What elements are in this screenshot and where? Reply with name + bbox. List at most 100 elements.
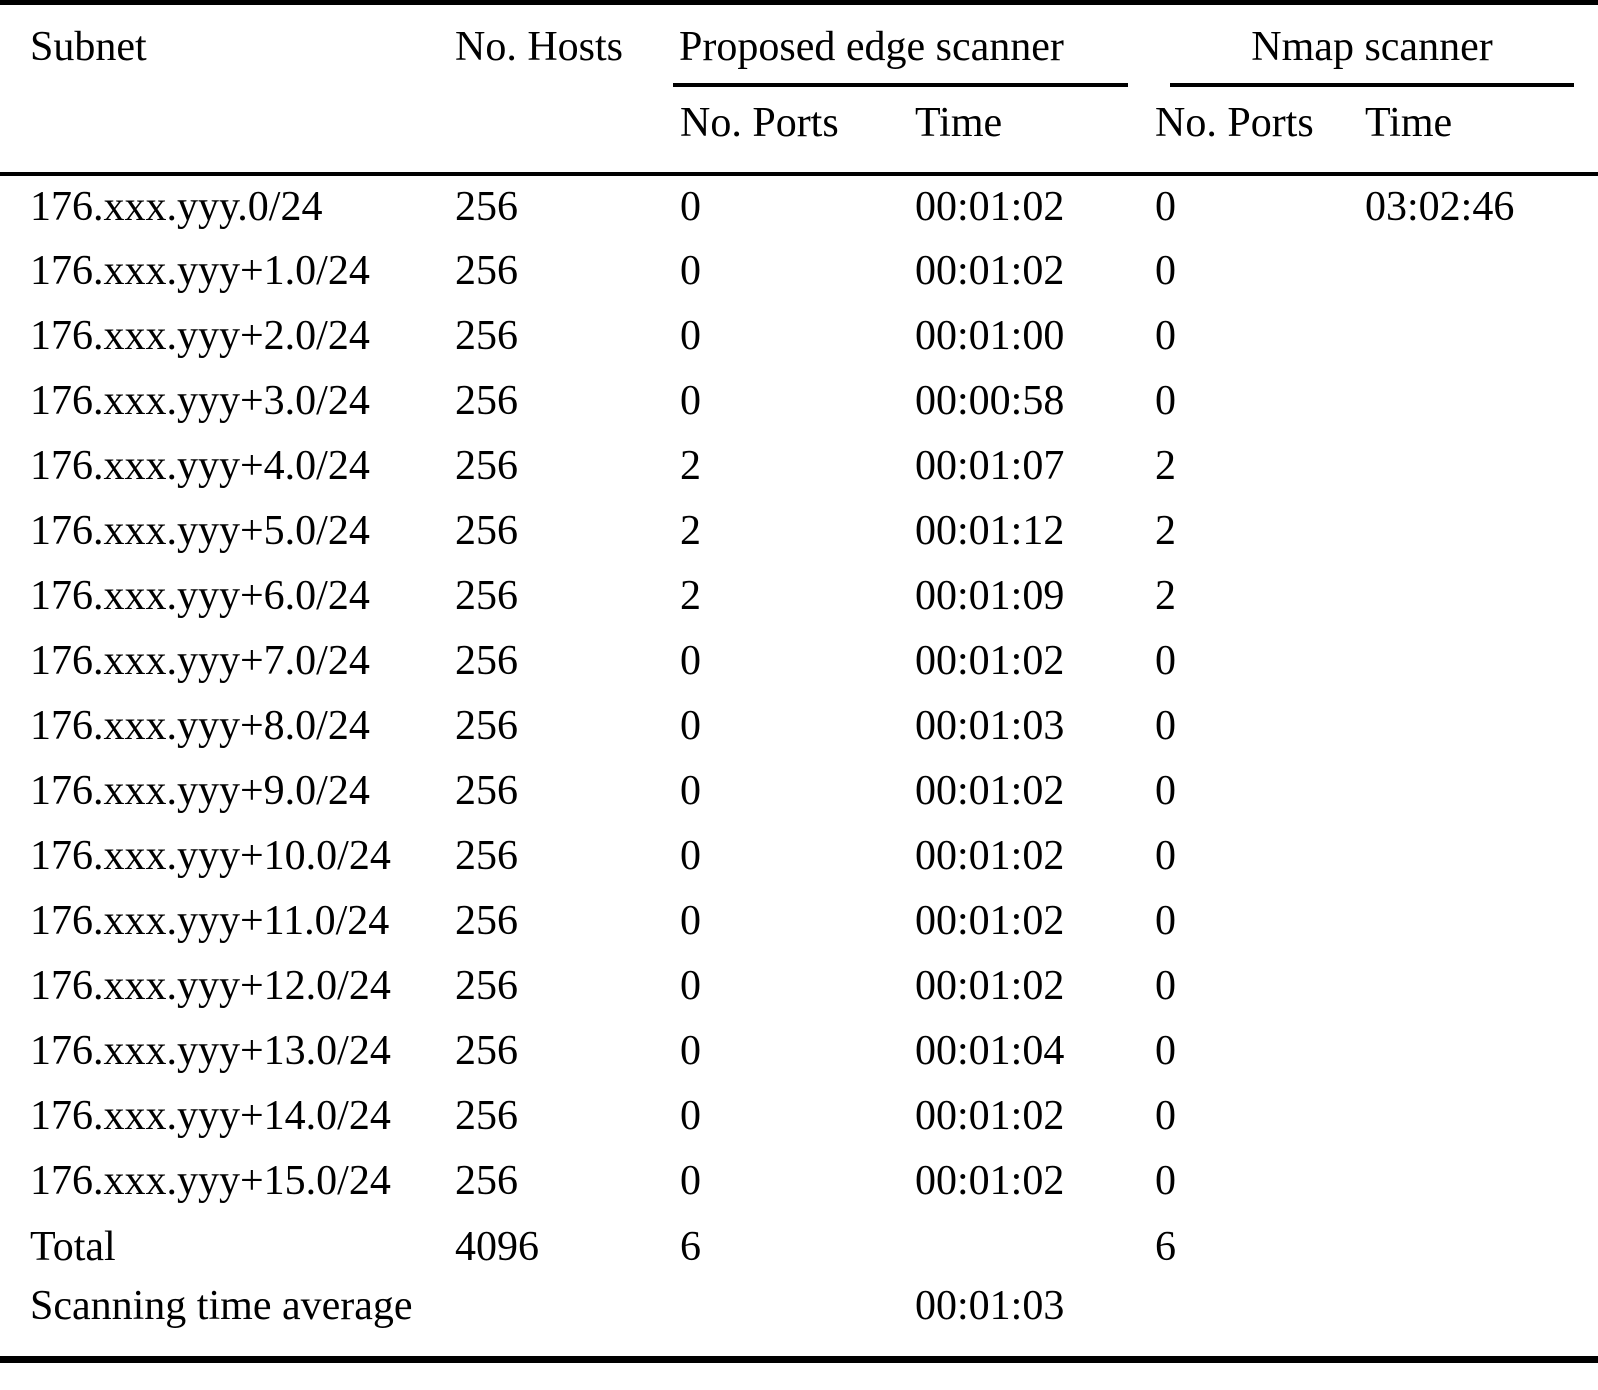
table-row: 176.xxx.yyy+15.0/24 256 0 00:01:02 0 bbox=[0, 1149, 1598, 1214]
col-header-hosts: No. Hosts bbox=[455, 2, 680, 176]
cell-proposed-ports: 0 bbox=[680, 897, 701, 944]
group-header-nmap: Nmap scanner bbox=[1155, 3, 1598, 88]
cell-proposed-ports: 0 bbox=[680, 1027, 701, 1074]
cell-hosts: 256 bbox=[455, 897, 518, 944]
col-header-nmap-time: Time bbox=[1365, 87, 1598, 176]
cell-hosts: 256 bbox=[455, 377, 518, 424]
cell-hosts: 256 bbox=[455, 962, 518, 1009]
cell-hosts: 256 bbox=[455, 247, 518, 294]
cell-proposed-time: 00:01:02 bbox=[915, 637, 1065, 684]
table-row: 176.xxx.yyy+13.0/24 256 0 00:01:04 0 bbox=[0, 1019, 1598, 1084]
average-proposed-time: 00:01:03 bbox=[915, 1282, 1065, 1329]
cell-nmap-ports: 0 bbox=[1155, 702, 1176, 749]
cell-proposed-ports: 0 bbox=[680, 247, 701, 294]
cell-subnet: 176.xxx.yyy+2.0/24 bbox=[30, 312, 370, 359]
cell-nmap-time bbox=[1365, 434, 1598, 499]
cell-nmap-ports: 0 bbox=[1155, 897, 1176, 944]
average-nmap-time-empty bbox=[1365, 1282, 1598, 1360]
cell-proposed-time: 00:01:02 bbox=[915, 1092, 1065, 1139]
cell-hosts: 256 bbox=[455, 702, 518, 749]
cell-subnet: 176.xxx.yyy+14.0/24 bbox=[30, 1092, 391, 1139]
cell-nmap-ports: 0 bbox=[1155, 767, 1176, 814]
cell-subnet: 176.xxx.yyy+10.0/24 bbox=[30, 832, 391, 879]
cell-hosts: 256 bbox=[455, 1092, 518, 1139]
total-label: Total bbox=[30, 1224, 116, 1271]
cell-subnet: 176.xxx.yyy+5.0/24 bbox=[30, 507, 370, 554]
table-row: 176.xxx.yyy+9.0/24 256 0 00:01:02 0 bbox=[0, 759, 1598, 824]
cell-proposed-time: 00:01:02 bbox=[915, 897, 1065, 944]
cell-subnet: 176.xxx.yyy+15.0/24 bbox=[30, 1157, 391, 1204]
table-row: 176.xxx.yyy+7.0/24 256 0 00:01:02 0 bbox=[0, 629, 1598, 694]
table-row: 176.xxx.yyy+10.0/24 256 0 00:01:02 0 bbox=[0, 824, 1598, 889]
cell-proposed-ports: 0 bbox=[680, 1157, 701, 1204]
cell-proposed-ports: 2 bbox=[680, 507, 701, 554]
cell-hosts: 256 bbox=[455, 507, 518, 554]
cell-nmap-ports: 0 bbox=[1155, 183, 1176, 230]
col-header-nmap-ports: No. Ports bbox=[1155, 87, 1365, 176]
cell-nmap-time bbox=[1365, 499, 1598, 564]
cell-proposed-time: 00:01:02 bbox=[915, 962, 1065, 1009]
group-header-proposed: Proposed edge scanner bbox=[673, 3, 1155, 88]
cell-nmap-time: 03:02:46 bbox=[1365, 183, 1515, 230]
total-nmap-ports: 6 bbox=[1155, 1224, 1176, 1271]
cell-proposed-ports: 0 bbox=[680, 183, 701, 230]
sub-header-row: No. Ports Time No. Ports Time bbox=[0, 87, 1598, 176]
cell-hosts: 256 bbox=[455, 637, 518, 684]
cell-proposed-ports: 0 bbox=[680, 962, 701, 1009]
group-header-row: Subnet No. Hosts Proposed edge scanner N… bbox=[0, 2, 1598, 176]
total-row: Total 4096 6 6 bbox=[0, 1214, 1598, 1282]
table-row: 176.xxx.yyy+12.0/24 256 0 00:01:02 0 bbox=[0, 954, 1598, 1019]
average-label: Scanning time average bbox=[30, 1282, 413, 1329]
cell-proposed-ports: 2 bbox=[680, 572, 701, 619]
cell-nmap-ports: 0 bbox=[1155, 637, 1176, 684]
table-row: 176.xxx.yyy+2.0/24 256 0 00:01:00 0 bbox=[0, 304, 1598, 369]
cell-nmap-ports: 2 bbox=[1155, 507, 1176, 554]
cell-hosts: 256 bbox=[455, 1157, 518, 1204]
cell-hosts: 256 bbox=[455, 572, 518, 619]
cell-nmap-time bbox=[1365, 1149, 1598, 1214]
cell-nmap-ports: 2 bbox=[1155, 572, 1176, 619]
cell-nmap-ports: 0 bbox=[1155, 832, 1176, 879]
average-proposed-ports-empty bbox=[680, 1282, 915, 1360]
cell-subnet: 176.xxx.yyy+3.0/24 bbox=[30, 377, 370, 424]
total-hosts: 4096 bbox=[455, 1224, 539, 1271]
cell-subnet: 176.xxx.yyy+11.0/24 bbox=[30, 897, 390, 944]
table-row: 176.xxx.yyy+6.0/24 256 2 00:01:09 2 bbox=[0, 564, 1598, 629]
cell-subnet: 176.xxx.yyy+1.0/24 bbox=[30, 247, 370, 294]
cell-proposed-ports: 0 bbox=[680, 702, 701, 749]
cell-nmap-time bbox=[1365, 629, 1598, 694]
cell-nmap-time bbox=[1365, 759, 1598, 824]
table-row: 176.xxx.yyy+3.0/24 256 0 00:00:58 0 bbox=[0, 369, 1598, 434]
table-row: 176.xxx.yyy+5.0/24 256 2 00:01:12 2 bbox=[0, 499, 1598, 564]
cell-nmap-time bbox=[1365, 304, 1598, 369]
total-nmap-time-empty bbox=[1365, 1214, 1598, 1282]
cell-subnet: 176.xxx.yyy+4.0/24 bbox=[30, 442, 370, 489]
table-row: 176.xxx.yyy+8.0/24 256 0 00:01:03 0 bbox=[0, 694, 1598, 759]
cell-nmap-ports: 0 bbox=[1155, 247, 1176, 294]
cell-proposed-time: 00:01:03 bbox=[915, 702, 1065, 749]
cell-hosts: 256 bbox=[455, 1027, 518, 1074]
cell-nmap-ports: 0 bbox=[1155, 312, 1176, 359]
cell-proposed-time: 00:01:04 bbox=[915, 1027, 1065, 1074]
cell-subnet: 176.xxx.yyy+8.0/24 bbox=[30, 702, 370, 749]
table-row: 176.xxx.yyy+11.0/24 256 0 00:01:02 0 bbox=[0, 889, 1598, 954]
cell-nmap-time bbox=[1365, 1084, 1598, 1149]
average-row: Scanning time average 00:01:03 bbox=[0, 1282, 1598, 1360]
total-proposed-ports: 6 bbox=[680, 1224, 701, 1271]
group-header-nmap-label: Nmap scanner bbox=[1170, 23, 1574, 88]
cell-hosts: 256 bbox=[455, 312, 518, 359]
cell-nmap-time bbox=[1365, 239, 1598, 304]
cell-proposed-time: 00:01:02 bbox=[915, 1157, 1065, 1204]
cell-proposed-time: 00:01:02 bbox=[915, 767, 1065, 814]
cell-nmap-time bbox=[1365, 1019, 1598, 1084]
cell-subnet: 176.xxx.yyy+7.0/24 bbox=[30, 637, 370, 684]
cell-hosts: 256 bbox=[455, 832, 518, 879]
cell-subnet: 176.xxx.yyy.0/24 bbox=[30, 183, 323, 230]
cell-nmap-ports: 0 bbox=[1155, 962, 1176, 1009]
cell-proposed-ports: 0 bbox=[680, 767, 701, 814]
cell-nmap-time bbox=[1365, 369, 1598, 434]
cell-subnet: 176.xxx.yyy+12.0/24 bbox=[30, 962, 391, 1009]
cell-proposed-time: 00:01:07 bbox=[915, 442, 1065, 489]
cell-proposed-time: 00:01:00 bbox=[915, 312, 1065, 359]
cell-proposed-ports: 0 bbox=[680, 1092, 701, 1139]
